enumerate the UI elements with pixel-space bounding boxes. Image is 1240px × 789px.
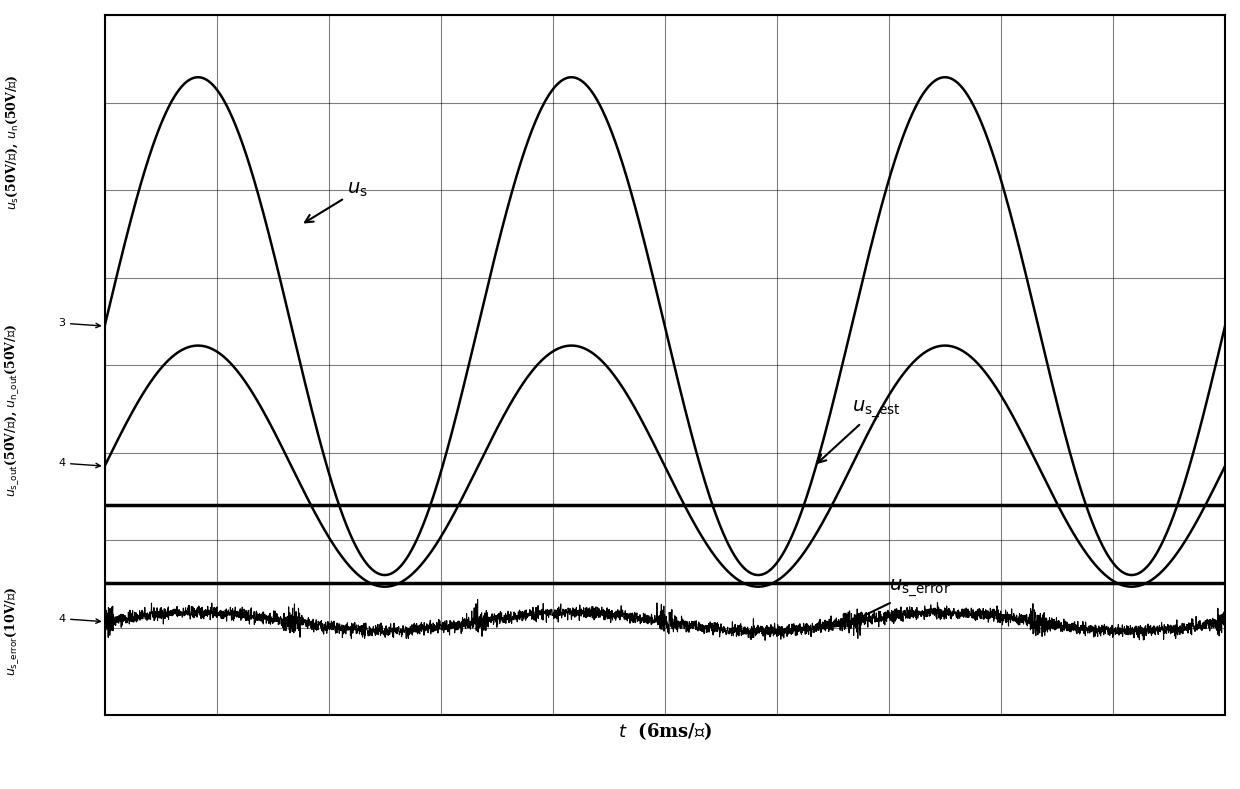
Text: 4: 4 [58,458,100,468]
Text: 4: 4 [58,614,100,623]
Text: $u_\mathrm{s}$(50V/格), $u_\mathrm{n}$(50V/格): $u_\mathrm{s}$(50V/格), $u_\mathrm{n}$(50… [5,74,20,210]
X-axis label: $t$  (6ms/格): $t$ (6ms/格) [618,720,712,742]
Text: $u_\mathrm{s\_out}$(50V/格), $u_\mathrm{n\_out}$(50V/格): $u_\mathrm{s\_out}$(50V/格), $u_\mathrm{n… [4,323,21,497]
Text: $u_\mathrm{s\_est}$: $u_\mathrm{s\_est}$ [818,399,900,462]
Text: $u_\mathrm{s}$: $u_\mathrm{s}$ [305,181,368,222]
Text: $u_\mathrm{s\_error}$(10V/格): $u_\mathrm{s\_error}$(10V/格) [4,586,21,676]
Text: 3: 3 [58,318,100,328]
Text: $u_\mathrm{s\_error}$: $u_\mathrm{s\_error}$ [856,578,951,619]
